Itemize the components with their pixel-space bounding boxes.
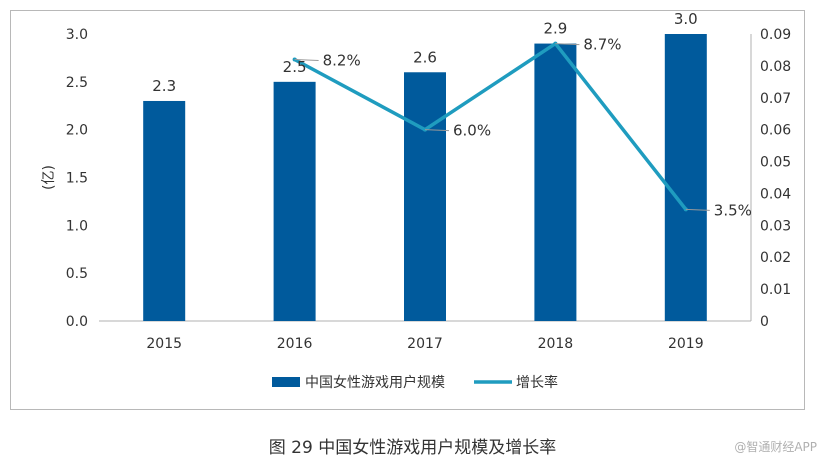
y-tick-label: 2.0 [66, 123, 88, 139]
x-tick-label: 2018 [538, 336, 574, 352]
y2-tick-label: 0 [760, 314, 769, 330]
line-data-label: 3.5% [714, 201, 752, 219]
x-tick-label: 2016 [277, 336, 313, 352]
x-tick-label: 2019 [668, 336, 704, 352]
bar-data-label: 2.6 [413, 48, 437, 66]
bar-data-label: 2.9 [543, 20, 567, 38]
axes: 0.0 0.5 1.0 1.5 2.0 2.5 3.0 0 0.01 0.02 0.03 0.04 0.… [41, 27, 791, 352]
watermark: @智通财经APP [734, 440, 817, 454]
legend-label-line: 增长率 [516, 374, 558, 391]
legend-swatch-bar [272, 377, 300, 387]
legend-label-bar: 中国女性游戏用户规模 [305, 374, 445, 391]
x-tick-label: 2015 [146, 336, 182, 352]
y2-tick-label: 0.01 [760, 282, 791, 298]
bar [664, 34, 707, 321]
y2-tick-label: 0.07 [760, 91, 791, 107]
bar-data-label: 3.0 [674, 10, 698, 28]
y2-tick-label: 0.08 [760, 59, 791, 75]
bar [273, 81, 316, 321]
y-tick-label: 1.0 [66, 218, 88, 234]
y2-tick-label: 0.05 [760, 155, 791, 171]
y2-tick-label: 0.02 [760, 250, 791, 266]
y2-tick-label: 0.04 [760, 186, 791, 202]
data-labels: 2.3 2.5 2.6 2.9 3.0 8.2% 6.0% 8.7% 3.5% [152, 10, 752, 219]
bar [404, 72, 446, 322]
leader-line [555, 43, 580, 46]
figure-caption: 图 29 中国女性游戏用户规模及增长率 [268, 438, 557, 458]
y-tick-label: 0.0 [66, 314, 88, 330]
y-axis-label: (亿) [41, 165, 57, 190]
leader-line [424, 129, 450, 132]
line-data-label: 8.7% [583, 36, 621, 54]
y-tick-label: 2.5 [66, 75, 88, 91]
y-tick-label: 1.5 [66, 171, 88, 187]
y-tick-label: 0.5 [66, 266, 88, 282]
bar [143, 100, 186, 321]
line-data-label: 6.0% [453, 122, 491, 140]
bar [534, 43, 577, 322]
leader-line [294, 59, 319, 62]
bar-data-label: 2.5 [283, 58, 307, 76]
line-data-label: 8.2% [323, 52, 361, 70]
legend: 中国女性游戏用户规模 增长率 [272, 374, 558, 391]
bar-data-label: 2.3 [152, 77, 176, 95]
y2-tick-label: 0.09 [760, 27, 791, 43]
y2-tick-label: 0.03 [760, 218, 791, 234]
leader-line [685, 208, 710, 211]
x-tick-label: 2017 [407, 336, 443, 352]
y-tick-label: 3.0 [66, 27, 88, 43]
bar-series [143, 34, 707, 322]
y2-tick-label: 0.06 [760, 123, 791, 139]
growth-line [293, 41, 688, 211]
